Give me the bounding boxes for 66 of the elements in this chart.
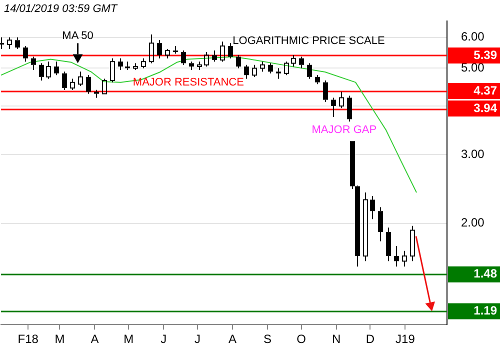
candlestick	[276, 68, 281, 80]
annotation: LOGARITHMIC PRICE SCALE	[232, 35, 385, 48]
candlestick	[386, 227, 391, 262]
candlestick	[39, 62, 44, 81]
x-tick-label: M	[124, 332, 134, 346]
ref-line-label: 4.37	[474, 83, 498, 98]
candlestick	[31, 56, 36, 70]
y-tick-label: 5.00	[461, 60, 485, 75]
x-tick-label: A	[228, 332, 236, 346]
y-tick-label: 3.00	[461, 147, 485, 162]
candlestick	[378, 206, 383, 242]
candlestick	[291, 54, 296, 68]
candlestick	[15, 36, 20, 50]
annotation: MAJOR RESISTANCE	[132, 76, 244, 89]
candlestick	[212, 50, 217, 62]
candlestick	[363, 192, 368, 262]
x-tick-label: A	[90, 332, 99, 346]
y-tick-label: 6.00	[461, 30, 485, 44]
candlestick	[315, 74, 320, 85]
candlestick	[157, 40, 162, 59]
candlestick	[189, 61, 194, 70]
candlestick	[394, 245, 399, 268]
candlestick	[299, 56, 304, 69]
x-tick-label: D	[366, 332, 375, 346]
x-tick-label: J	[194, 332, 200, 346]
candlestick	[173, 46, 178, 54]
candlestick	[62, 71, 67, 90]
annotation: MAJOR GAP	[312, 124, 377, 136]
candlestick	[149, 34, 154, 64]
x-tick-label: N	[332, 332, 341, 346]
ref-line-label: 1.19	[474, 304, 498, 318]
candlestick	[307, 62, 312, 80]
candlestick	[331, 97, 336, 118]
annotation: MA 50	[62, 30, 94, 42]
candlestick	[323, 80, 328, 102]
candlestick	[268, 62, 273, 74]
candlestick	[244, 64, 249, 80]
candlestick	[410, 225, 415, 262]
x-tick-label: J	[160, 332, 167, 346]
candlestick	[370, 196, 375, 220]
candlestick	[133, 62, 138, 70]
candlestick	[94, 89, 99, 98]
x-tick-label: M	[54, 332, 65, 346]
candlestick	[228, 42, 233, 59]
candlestick	[70, 78, 75, 90]
ref-line-label: 1.48	[474, 266, 498, 281]
candlestick	[118, 58, 123, 70]
candlestick	[402, 250, 407, 268]
candlestick	[347, 95, 352, 122]
candlestick	[54, 61, 59, 76]
text: 14/01/2019 03:59 GMT	[4, 3, 118, 16]
x-tick-label: O	[296, 332, 306, 346]
candlestick	[86, 74, 91, 94]
candlestick	[78, 71, 83, 87]
candlestick	[0, 36, 4, 50]
x-tick-label: J19	[396, 332, 416, 346]
ref-line-label: 3.94	[474, 100, 498, 115]
y-tick-label: 2.00	[461, 216, 485, 230]
candlestick	[181, 50, 186, 66]
candlestick	[236, 54, 241, 69]
ref-line-label: 5.39	[474, 48, 498, 62]
x-tick-label: S	[263, 332, 272, 346]
candlestick	[23, 46, 28, 62]
x-tick-label: F18	[18, 332, 39, 346]
candlestick	[350, 141, 355, 190]
candlestick	[355, 186, 360, 268]
